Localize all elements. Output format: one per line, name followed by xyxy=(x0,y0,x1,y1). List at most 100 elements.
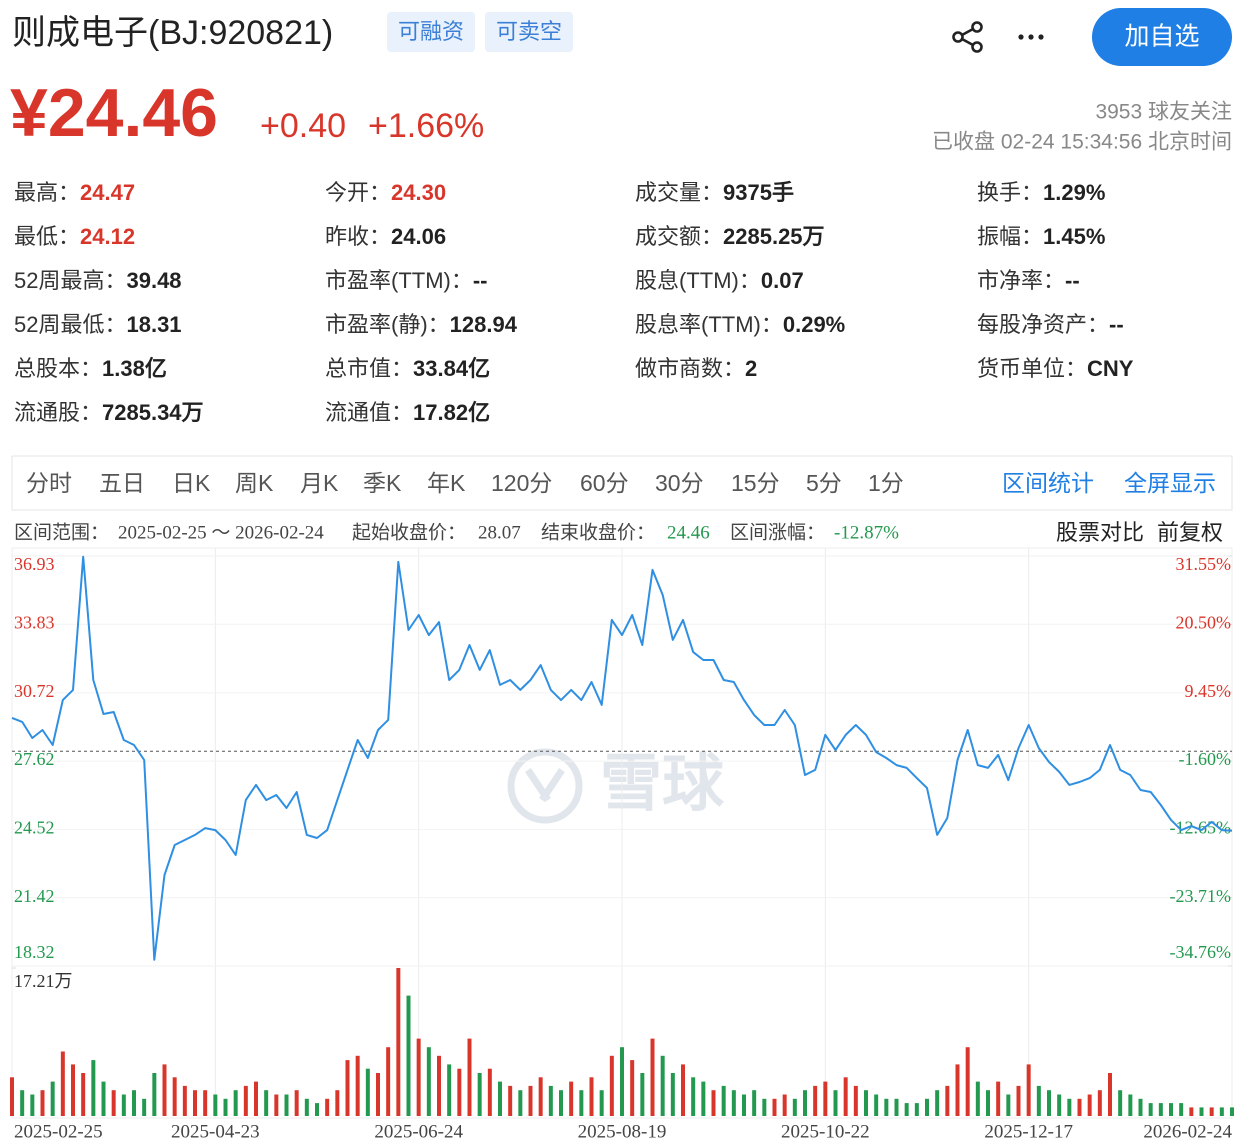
period-tab[interactable]: 1分 xyxy=(868,470,904,496)
followers: 3953 球友关注 xyxy=(1095,101,1232,124)
stat-label: 总股本： xyxy=(14,356,102,381)
volume-bar xyxy=(528,1085,533,1116)
stat-value: 33.84亿 xyxy=(413,356,490,381)
y2-tick-label: 31.55% xyxy=(1176,554,1232,574)
volume-bar xyxy=(1158,1103,1163,1116)
volume-bar xyxy=(894,1098,899,1116)
more-icon[interactable] xyxy=(1018,34,1044,40)
stat-value: 0.07 xyxy=(761,268,804,293)
stat-label: 换手： xyxy=(977,180,1043,205)
volume-bar xyxy=(975,1081,980,1116)
volume-bar xyxy=(1057,1094,1062,1116)
volume-bar xyxy=(132,1090,136,1116)
volume-bar xyxy=(1077,1098,1082,1116)
stat-value: 24.47 xyxy=(80,180,135,205)
volume-bar xyxy=(1230,1107,1234,1116)
stat: 股息(TTM)：0.07 xyxy=(635,268,804,293)
tab-link[interactable]: 全屏显示 xyxy=(1124,470,1216,496)
badge[interactable]: 可卖空 xyxy=(496,19,562,44)
volume-bar xyxy=(396,968,401,1116)
stat: 做市商数：2 xyxy=(635,356,757,381)
period-tab[interactable]: 季K xyxy=(363,470,402,496)
period-tab[interactable]: 年K xyxy=(427,470,466,496)
volume-bar xyxy=(782,1094,787,1116)
stat-label: 振幅： xyxy=(977,224,1043,249)
stat-label: 52周最高： xyxy=(14,268,126,293)
period-tab[interactable]: 30分 xyxy=(655,470,704,496)
volume-bar xyxy=(996,1081,1001,1116)
volume-bar xyxy=(1169,1103,1173,1116)
period-tab[interactable]: 5分 xyxy=(806,470,842,496)
period-tab[interactable]: 60分 xyxy=(580,470,629,496)
volume-bar xyxy=(620,1047,624,1116)
period-tab[interactable]: 周K xyxy=(235,470,274,496)
y2-tick-label: -23.71% xyxy=(1170,886,1232,906)
volume-bar xyxy=(589,1077,594,1116)
price-line xyxy=(11,555,1233,961)
stat-label: 货币单位： xyxy=(977,356,1087,381)
y2-tick-label: -34.76% xyxy=(1170,942,1232,962)
volume-bar xyxy=(1128,1094,1133,1116)
stat-value: -- xyxy=(1065,268,1080,293)
chart-action[interactable]: 前复权 xyxy=(1157,520,1223,545)
stat: 52周最低：18.31 xyxy=(14,312,182,337)
chart-action[interactable]: 股票对比 xyxy=(1056,520,1144,545)
volume-bar xyxy=(538,1077,543,1116)
volume-bar xyxy=(1118,1090,1123,1116)
period-tab[interactable]: 五日 xyxy=(99,470,145,496)
stat-value: -- xyxy=(473,268,488,293)
period-tab[interactable]: 分时 xyxy=(26,470,72,496)
volume-bar xyxy=(914,1103,919,1116)
volume-bar xyxy=(60,1051,65,1116)
volume-bar xyxy=(294,1090,299,1116)
volume-bar xyxy=(182,1085,187,1116)
volume-bar xyxy=(254,1081,258,1116)
change-pct: +1.66% xyxy=(368,107,484,145)
volume-bar xyxy=(437,1055,441,1116)
volume-bar xyxy=(325,1098,330,1116)
stat-label: 流通值： xyxy=(325,400,413,425)
period-tab[interactable]: 月K xyxy=(300,470,339,496)
volume-bar xyxy=(91,1060,96,1116)
volume-bar xyxy=(772,1098,777,1116)
volume-bar xyxy=(1108,1073,1112,1116)
x-tick-label: 2025-04-23 xyxy=(171,1121,260,1142)
share-icon[interactable] xyxy=(952,21,983,53)
volume-bar xyxy=(925,1098,929,1116)
stat: 成交额：2285.25万 xyxy=(635,224,825,249)
volume-bar xyxy=(264,1090,269,1116)
stat: 市净率：-- xyxy=(977,268,1080,293)
stat: 市盈率(静)：128.94 xyxy=(325,312,518,337)
period-tab[interactable]: 日K xyxy=(172,470,211,496)
period-tab[interactable]: 120分 xyxy=(491,470,552,496)
range-info: 28.07 xyxy=(478,522,521,543)
period-tab[interactable]: 15分 xyxy=(731,470,780,496)
add-watchlist-label[interactable]: 加自选 xyxy=(1124,23,1199,51)
volume-bar xyxy=(1179,1103,1184,1116)
y2-tick-label: 20.50% xyxy=(1176,612,1232,632)
tab-link[interactable]: 区间统计 xyxy=(1002,470,1094,496)
x-tick-label: 2025-02-25 xyxy=(14,1121,103,1142)
stat: 市盈率(TTM)：-- xyxy=(325,268,488,293)
volume-bar xyxy=(223,1098,228,1116)
change: +0.40 xyxy=(260,107,346,145)
badge[interactable]: 可融资 xyxy=(398,19,464,44)
volume-bar xyxy=(121,1094,126,1116)
stat: 流通股：7285.34万 xyxy=(14,400,204,425)
volume-bar xyxy=(81,1073,86,1116)
y-tick-label: 18.32 xyxy=(14,942,55,962)
volume-bar xyxy=(864,1090,868,1116)
x-tick-label: 2025-08-19 xyxy=(578,1121,667,1142)
volume-bar xyxy=(813,1085,818,1116)
volume-bar xyxy=(274,1094,279,1116)
add-watchlist-button[interactable] xyxy=(1092,8,1232,66)
volume-bar xyxy=(203,1090,208,1116)
stat-value: 1.45% xyxy=(1043,224,1105,249)
y-tick-label: 21.42 xyxy=(14,886,55,906)
volume-bar xyxy=(447,1064,452,1116)
volume-bar xyxy=(792,1098,797,1116)
stat-label: 总市值： xyxy=(325,356,413,381)
volume-bar xyxy=(742,1094,746,1116)
stat-value: 1.29% xyxy=(1043,180,1105,205)
